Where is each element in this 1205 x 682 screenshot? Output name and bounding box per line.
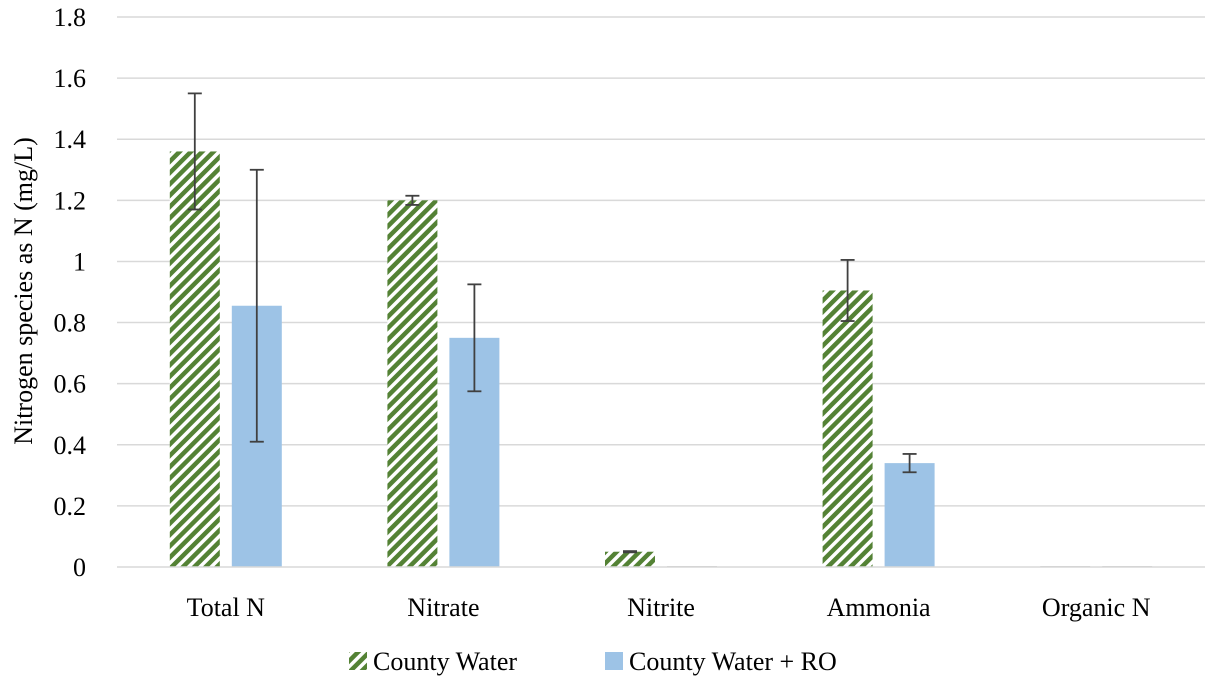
bar-county-water <box>387 200 438 568</box>
x-tick-label: Ammonia <box>827 593 931 622</box>
y-tick-label: 1.6 <box>54 64 87 93</box>
x-tick-label: Organic N <box>1042 593 1151 622</box>
y-tick-label: 0.4 <box>54 431 87 460</box>
y-tick-label: 0.2 <box>54 492 87 521</box>
legend-label: County Water <box>373 647 517 676</box>
bars <box>169 151 1153 568</box>
legend-swatch <box>349 652 367 670</box>
bar-county-water-ro <box>884 463 935 567</box>
y-tick-label: 1 <box>73 247 86 276</box>
x-tick-label: Total N <box>187 593 266 622</box>
y-tick-label: 0 <box>73 553 86 582</box>
legend-swatch <box>605 652 623 670</box>
gridlines <box>117 16 1205 507</box>
y-tick-label: 1.4 <box>54 125 87 154</box>
axes: 0 0.2 0.4 0.6 0.8 1 1.2 1.4 1.6 1.8 Total N Nitrate… <box>54 3 1205 622</box>
error-bars <box>187 92 917 554</box>
y-tick-label: 0.8 <box>54 309 87 338</box>
y-tick-label: 1.2 <box>54 186 87 215</box>
legend-label: County Water + RO <box>629 647 837 676</box>
x-tick-label: Nitrite <box>627 593 695 622</box>
bar-county-water <box>605 551 655 567</box>
x-tick-label: Nitrate <box>407 593 479 622</box>
bar-county-water <box>169 151 220 567</box>
bar-county-water <box>822 290 873 567</box>
legend: County Water County Water + RO <box>349 647 837 676</box>
y-tick-label: 1.8 <box>54 3 87 32</box>
y-tick-label: 0.6 <box>54 370 87 399</box>
y-axis-title: Nitrogen species as N (mg/L) <box>9 137 38 445</box>
